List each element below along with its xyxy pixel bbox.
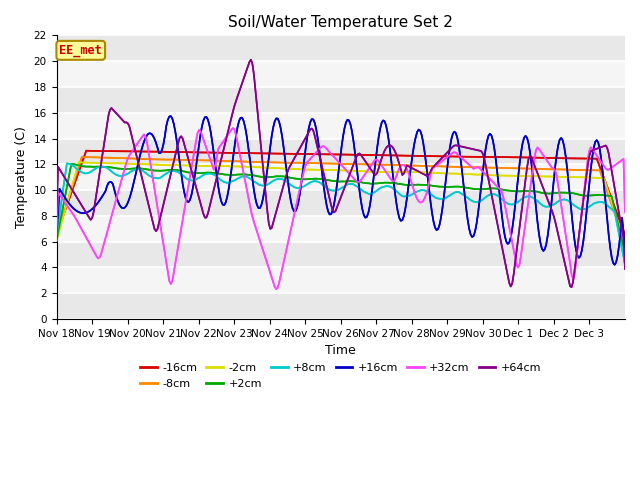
Y-axis label: Temperature (C): Temperature (C) (15, 126, 28, 228)
Text: EE_met: EE_met (60, 44, 102, 57)
Bar (56, 242, 625, 267)
Bar (56, 139, 625, 164)
Bar (56, 87, 625, 113)
Bar (56, 164, 625, 190)
Bar (56, 61, 625, 87)
Title: Soil/Water Temperature Set 2: Soil/Water Temperature Set 2 (228, 15, 453, 30)
Legend: -16cm, -8cm, -2cm, +2cm, +8cm, +16cm, +32cm, +64cm: -16cm, -8cm, -2cm, +2cm, +8cm, +16cm, +3… (136, 359, 546, 393)
X-axis label: Time: Time (325, 344, 356, 357)
Bar (56, 293, 625, 319)
Bar (56, 216, 625, 242)
Bar (56, 190, 625, 216)
Bar (56, 36, 625, 61)
Bar (56, 113, 625, 139)
Bar (56, 267, 625, 293)
